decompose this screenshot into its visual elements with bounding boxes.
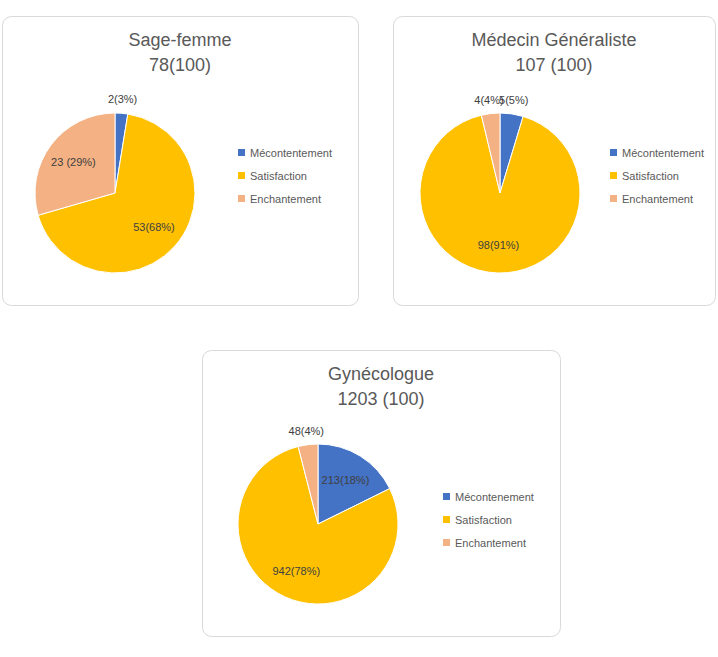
legend-swatch [610, 172, 617, 179]
data-label: 48(4%) [289, 425, 324, 437]
legend-swatch [443, 516, 450, 523]
chart-canvas: Sage-femme 78(100) 2(3%) 53(68%) 23 (29%) Méc… [0, 0, 718, 657]
legend-swatch [610, 149, 617, 156]
legend-label: Satisfaction [455, 514, 512, 526]
chart-panel: Sage-femme 78(100) 2(3%) 53(68%) 23 (29%) Méc… [3, 17, 359, 306]
legend-swatch [238, 172, 245, 179]
legend-label: Enchantement [250, 193, 321, 205]
chart-panel: Gynécologue 1203 (100) 213(18%) 942(78%) 48(… [203, 351, 561, 637]
chart-title: Gynécologue [328, 364, 434, 384]
data-labels: 5(5%)98(91%)4(4%) [474, 94, 528, 251]
chart-subtitle: 107 (100) [515, 55, 592, 75]
data-label: 942(78%) [272, 565, 320, 577]
legend: Mécontenement Satisfaction Enchantement [443, 491, 534, 549]
legend-label: Mécontentement [622, 147, 704, 159]
legend-item: Mécontentement [610, 147, 704, 159]
legend-label: Enchantement [622, 193, 693, 205]
legend-swatch [238, 195, 245, 202]
legend-label: Mécontentement [250, 147, 332, 159]
data-labels: 2(3%) 53(68%) 23 (29%) [51, 93, 175, 233]
data-label: 98(91%) [478, 239, 520, 251]
legend: Mécontentement Satisfaction Enchantement [238, 147, 332, 205]
legend-swatch [443, 539, 450, 546]
pie-slice [35, 113, 115, 215]
chart-subtitle: 78(100) [149, 55, 211, 75]
legend-item: Enchantement [610, 193, 693, 205]
legend-label: Satisfaction [250, 170, 307, 182]
data-label: 2(3%) [108, 93, 137, 105]
legend-item: Mécontenement [443, 491, 534, 503]
legend-item: Enchantement [238, 193, 321, 205]
chart-title: Sage-femme [128, 30, 231, 50]
data-label: 213(18%) [322, 474, 370, 486]
panel-frame [394, 17, 716, 306]
data-label: 4(4%) [474, 94, 503, 106]
panel-frame [3, 17, 359, 306]
legend-label: Mécontenement [455, 491, 534, 503]
pie-slice [481, 113, 500, 193]
data-label: 23 (29%) [51, 156, 96, 168]
chart-title: Médecin Généraliste [471, 30, 636, 50]
legend-swatch [610, 195, 617, 202]
chart-subtitle: 1203 (100) [337, 389, 424, 409]
legend-item: Satisfaction [610, 170, 679, 182]
legend-item: Mécontentement [238, 147, 332, 159]
legend-item: Satisfaction [238, 170, 307, 182]
legend-item: Satisfaction [443, 514, 512, 526]
legend: Mécontentement Satisfaction Enchantement [610, 147, 704, 205]
panel-frame [203, 351, 561, 637]
pie [238, 444, 398, 604]
legend-label: Satisfaction [622, 170, 679, 182]
legend-item: Enchantement [443, 537, 526, 549]
pie [420, 113, 580, 273]
data-labels: 213(18%) 942(78%) 48(4%) [272, 425, 369, 578]
pie-slice [298, 444, 318, 524]
chart-panel: Médecin Généraliste107 (100)5(5%)98(91%)… [394, 17, 716, 306]
legend-swatch [443, 493, 450, 500]
pie [35, 113, 195, 273]
legend-swatch [238, 149, 245, 156]
data-label: 53(68%) [133, 221, 175, 233]
legend-label: Enchantement [455, 537, 526, 549]
